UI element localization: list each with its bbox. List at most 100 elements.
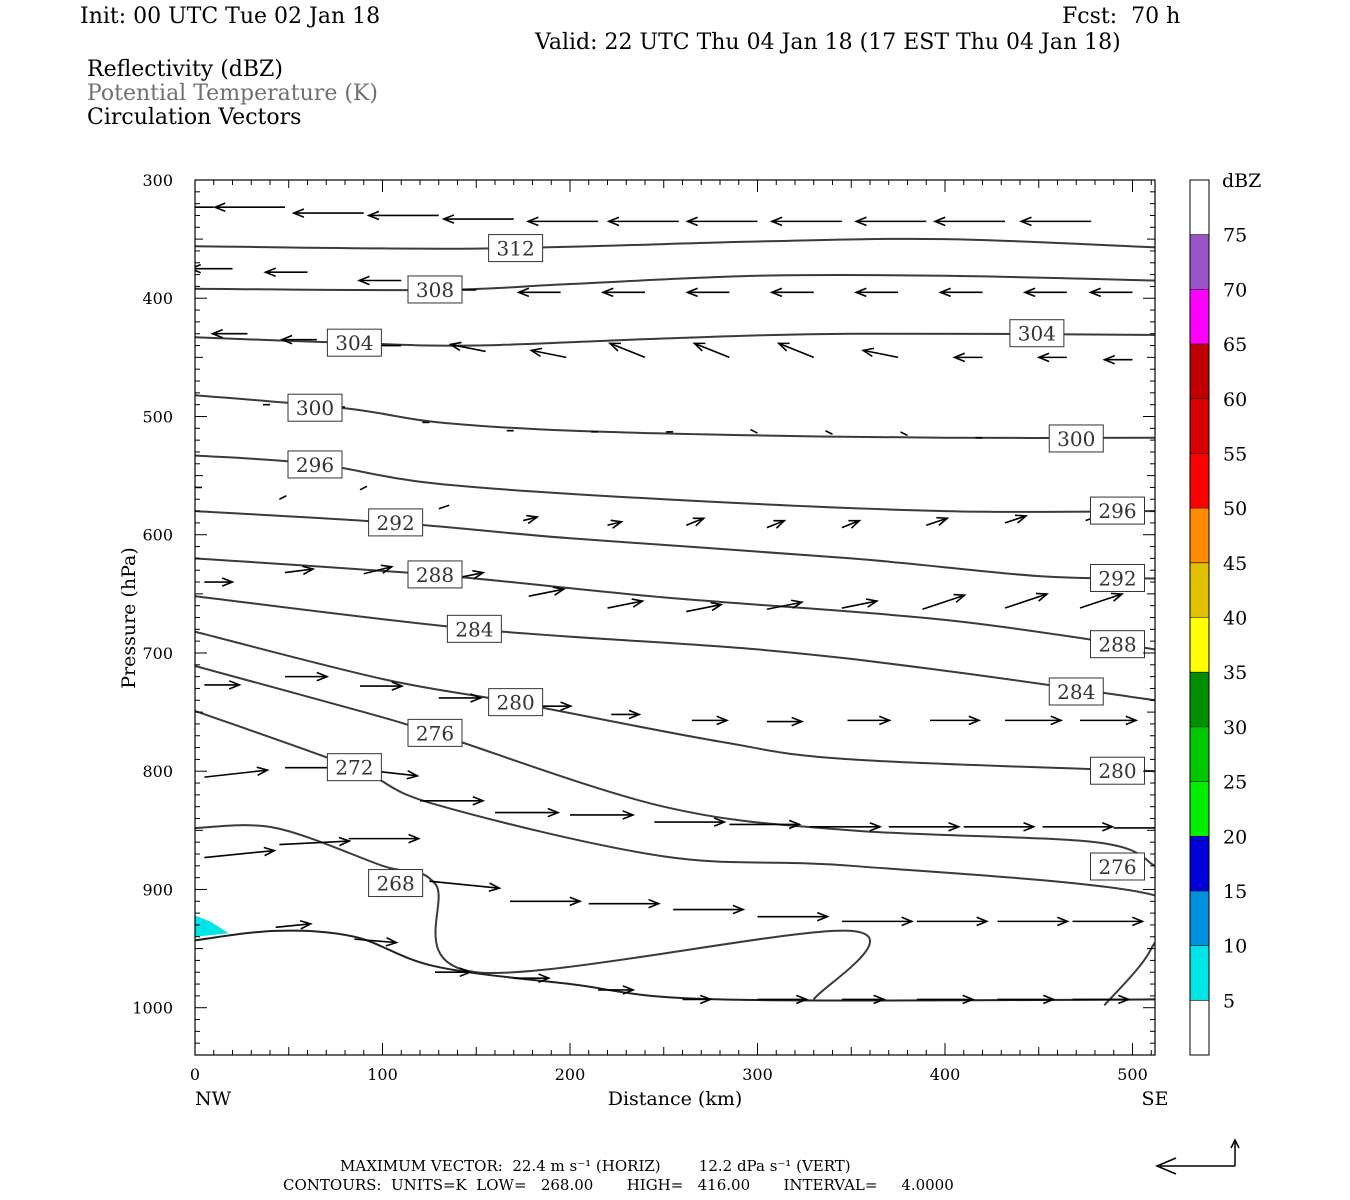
svg-text:280: 280 (1098, 759, 1136, 783)
reflectivity-layer (195, 915, 229, 937)
circulation-vector (938, 287, 983, 298)
colorbar-swatch (1190, 180, 1209, 235)
svg-text:276: 276 (416, 721, 454, 745)
circulation-vector (861, 347, 899, 359)
circulation-vector (204, 577, 235, 587)
contour-label-292: 292 (368, 508, 424, 537)
circulation-vector (952, 352, 983, 363)
circulation-vector (932, 216, 1005, 227)
svg-text:284: 284 (455, 617, 493, 641)
x-tick-label: 500 (1117, 1065, 1148, 1084)
x-tick-label: 0 (190, 1065, 200, 1084)
colorbar-tick-label: 50 (1223, 498, 1247, 520)
circulation-vector (420, 795, 486, 806)
colorbar-swatch (1190, 562, 1209, 618)
circulation-vector (291, 208, 364, 218)
circulation-vector (769, 216, 842, 227)
circulation-vector (900, 431, 908, 437)
theta-contour-300 (195, 394, 1155, 439)
circulation-vector (195, 263, 233, 274)
circulation-vector (888, 821, 961, 832)
theta-contour-280 (195, 630, 1155, 773)
theta-contour-276 (195, 665, 1155, 867)
circulation-vector (682, 994, 713, 1005)
circulation-vector (841, 598, 879, 609)
colorbar-tick-label: 35 (1223, 662, 1247, 684)
colorbar-swatch (1190, 890, 1209, 946)
circulation-vector (522, 514, 540, 525)
circulation-vector (1072, 994, 1131, 1005)
svg-text:308: 308 (416, 278, 454, 302)
circulation-vector (997, 994, 1056, 1005)
circulation-vector (766, 716, 805, 727)
theta-contour-268 (195, 824, 871, 1001)
colorbar-tick-label: 60 (1223, 389, 1247, 411)
svg-text:312: 312 (497, 237, 535, 261)
colorbar-swatch (1190, 453, 1209, 509)
colorbar-swatch (1190, 945, 1209, 1001)
circulation-vector (810, 821, 883, 832)
circulation-vector (750, 428, 758, 434)
svg-text:304: 304 (335, 331, 373, 355)
colorbar-tick-label: 45 (1223, 553, 1247, 575)
circulation-vector (1088, 287, 1133, 298)
y-axis-label: Pressure (hPa) (118, 547, 140, 689)
colorbar-tick-label: 10 (1223, 936, 1247, 958)
y-tick-label: 500 (142, 407, 173, 426)
colorbar-tick-label: 40 (1223, 608, 1247, 630)
circulation-vector (360, 681, 405, 691)
contour-label-276: 276 (1090, 852, 1145, 881)
colorbar-tick-label: 30 (1223, 717, 1247, 739)
circulation-vector (357, 275, 402, 286)
colorbar-tick-label: 65 (1223, 334, 1247, 356)
colorbar-tick-label: 15 (1223, 881, 1247, 903)
field-reflectivity: Reflectivity (dBZ) (87, 57, 283, 82)
x-tick-label: 300 (742, 1065, 773, 1084)
contour-label-312: 312 (488, 234, 544, 263)
circulation-vector (685, 287, 730, 298)
circulation-vector (348, 833, 421, 844)
circulation-vector (441, 214, 514, 224)
circulation-vector (1022, 287, 1067, 298)
circulation-vector (841, 916, 915, 927)
contour-label-304: 304 (326, 328, 382, 357)
y-tick-label: 1000 (132, 999, 173, 1018)
svg-text:284: 284 (1057, 680, 1095, 704)
field-potential-temperature: Potential Temperature (K) (87, 81, 378, 106)
circulation-vector (916, 994, 976, 1005)
circulation-vector (279, 836, 352, 847)
circulation-vector (853, 287, 899, 298)
circulation-vector (263, 267, 308, 278)
colorbar-swatch (1190, 617, 1209, 673)
circulation-vector (729, 819, 802, 830)
circulation-vector (359, 485, 368, 491)
circulation-vector (757, 994, 809, 1005)
y-tick-label: 700 (142, 644, 173, 663)
circulation-vector (930, 715, 982, 726)
circulation-vector (510, 896, 583, 907)
colorbar-tick-label: 5 (1223, 990, 1235, 1012)
circulation-vector (528, 586, 566, 598)
circulation-vector (611, 709, 642, 720)
svg-text:292: 292 (1098, 566, 1136, 590)
circulation-vector (448, 341, 486, 353)
y-tick-label: 400 (142, 289, 173, 308)
circulation-vector (1004, 592, 1050, 609)
colorbar-swatch (1190, 344, 1209, 399)
theta-contour-308 (195, 273, 1155, 292)
circulation-vector (1079, 592, 1125, 609)
svg-text:272: 272 (335, 756, 373, 780)
y-tick-label: 600 (142, 526, 173, 545)
circulation-vector (1072, 916, 1145, 927)
contour-label-280: 280 (488, 688, 544, 717)
circulation-vector (692, 342, 730, 359)
contour-label-284: 284 (446, 614, 502, 643)
contour-label-288: 288 (407, 560, 463, 589)
contour-label-308: 308 (407, 275, 463, 304)
circulation-vector (275, 919, 313, 930)
circulation-vector (195, 206, 214, 208)
x-axis-label: Distance (km) (608, 1088, 743, 1110)
colorbar-tick-label: 75 (1223, 225, 1247, 247)
circulation-vector (429, 880, 502, 892)
